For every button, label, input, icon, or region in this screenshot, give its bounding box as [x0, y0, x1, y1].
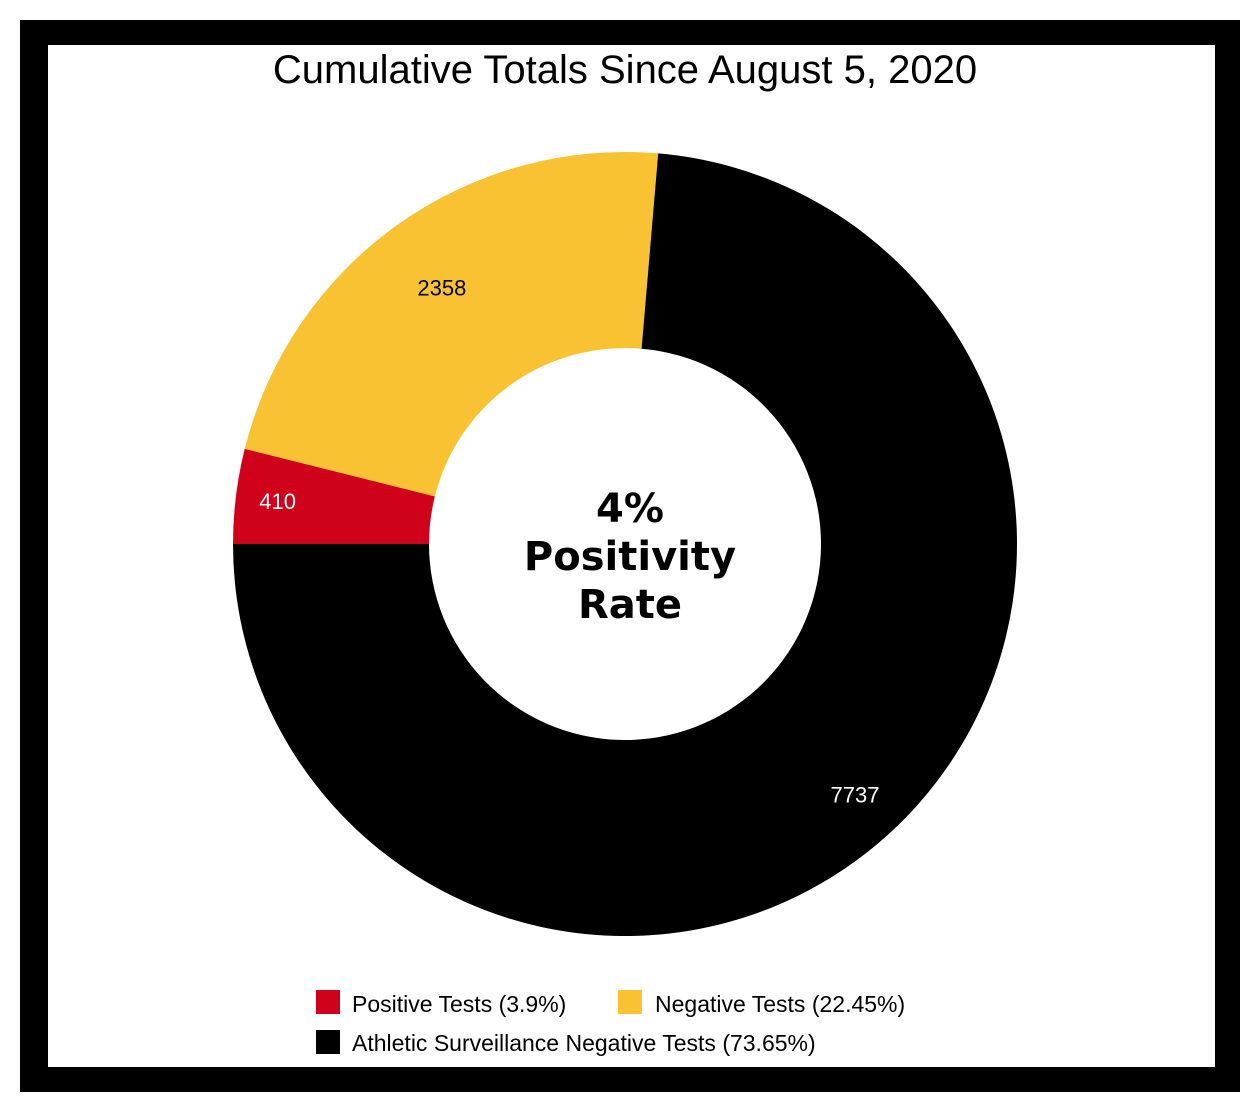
legend-label-positive: Positive Tests (3.9%): [352, 991, 566, 1017]
legend-label-negative: Negative Tests (22.45%): [655, 991, 905, 1017]
slice-positive: [233, 448, 435, 544]
slice-value-label-athletic: 7737: [831, 782, 880, 807]
slice-negative: [244, 152, 659, 497]
legend-item-athletic: Athletic Surveillance Negative Tests (73…: [316, 1030, 816, 1056]
slice-value-label-positive: 410: [259, 489, 296, 514]
donut-slice-labels: 410 2358 7737: [259, 276, 879, 808]
center-label-line-1: 4%: [596, 486, 664, 532]
legend-item-negative: Negative Tests (22.45%): [618, 990, 905, 1017]
slice-value-label-negative: 2358: [417, 276, 466, 301]
legend: Positive Tests (3.9%) Negative Tests (22…: [316, 990, 905, 1056]
legend-label-athletic: Athletic Surveillance Negative Tests (73…: [352, 1030, 816, 1056]
legend-swatch-negative: [618, 990, 642, 1014]
center-label: 4% Positivity Rate: [524, 486, 736, 628]
center-label-line-3: Rate: [578, 582, 682, 628]
legend-swatch-athletic: [316, 1030, 340, 1054]
chart-title: Cumulative Totals Since August 5, 2020: [272, 48, 978, 92]
slice-athletic: [233, 153, 1017, 937]
donut-slices: [233, 152, 1017, 937]
legend-swatch-positive: [316, 990, 340, 1014]
center-label-line-2: Positivity: [524, 534, 736, 580]
legend-item-positive: Positive Tests (3.9%): [316, 990, 566, 1017]
